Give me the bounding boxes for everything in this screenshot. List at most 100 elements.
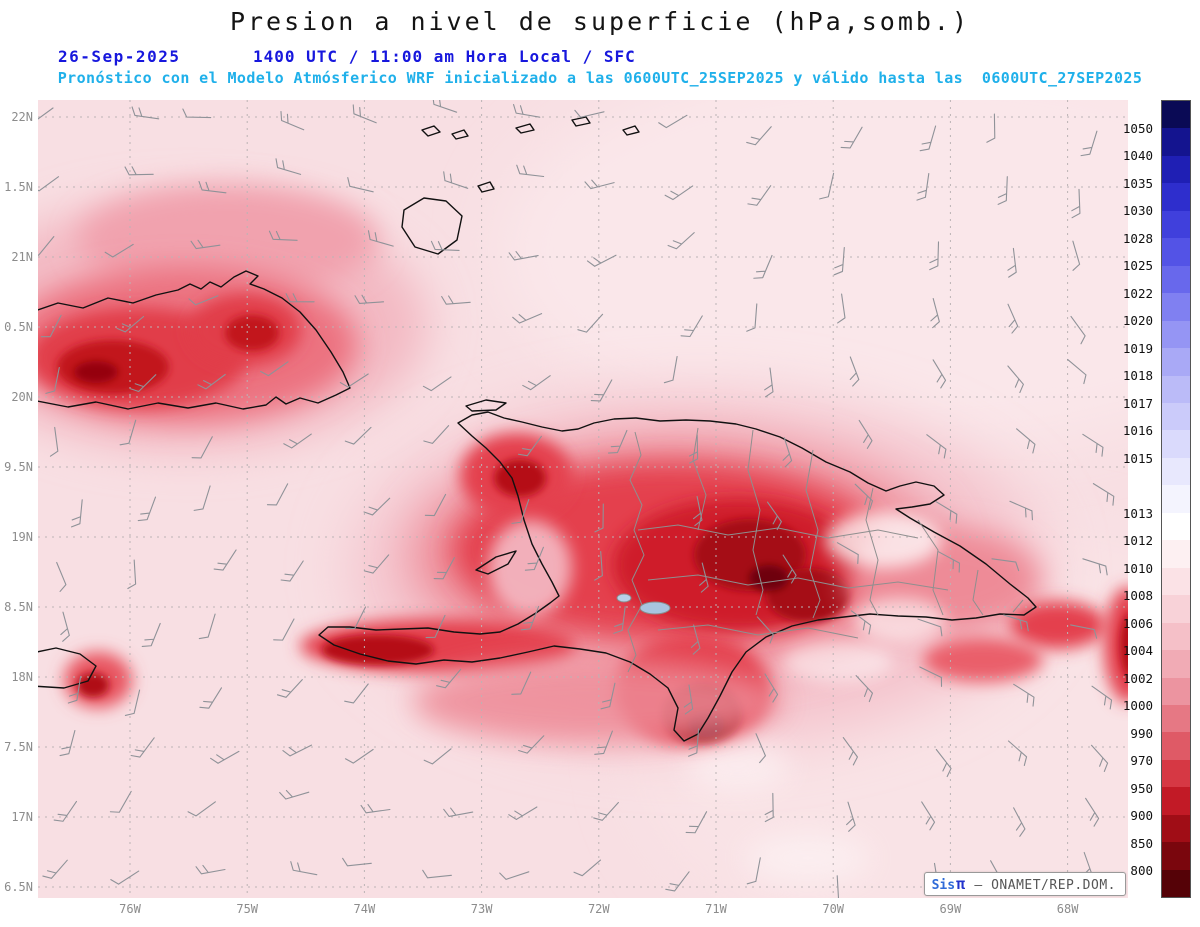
- lake-enriquillo: [616, 593, 671, 615]
- lat-tick-label: 7.5N: [4, 740, 33, 754]
- pressure-shading: [38, 100, 1128, 898]
- colorbar-label: 1028: [1122, 230, 1153, 246]
- colorbar-cell: [1162, 265, 1190, 294]
- lon-tick-label: 68W: [1056, 902, 1079, 916]
- colorbar-cell: [1162, 375, 1190, 403]
- lon-tick-label: 74W: [353, 902, 376, 916]
- lat-tick-label: 0.5N: [4, 320, 33, 334]
- colorbar-cell: [1162, 869, 1190, 898]
- colorbar-cell: [1162, 101, 1190, 129]
- colorbar-cell: [1162, 567, 1190, 596]
- valid-time: 1400 UTC / 11:00 am Hora Local / SFC: [253, 47, 636, 66]
- colorbar-cell: [1162, 155, 1190, 184]
- longitude-axis: 76W 75W 74W 73W 72W 71W 70W 69W 68W: [38, 902, 1128, 920]
- lon-tick-label: 73W: [470, 902, 493, 916]
- colorbar-cell: [1162, 293, 1190, 321]
- model-run-note: Pronóstico con el Modelo Atmósferico WRF…: [57, 69, 1143, 87]
- colorbar-label: 1030: [1122, 203, 1153, 219]
- colorbar-cell: [1162, 183, 1190, 211]
- colorbar-cell: [1162, 595, 1190, 623]
- gonave-island: [475, 550, 517, 575]
- colorbar-cell: [1162, 650, 1190, 678]
- colorbar-label: 900: [1130, 808, 1153, 824]
- colorbar-label: 970: [1130, 753, 1153, 769]
- wind-barbs: [38, 100, 1115, 898]
- lon-tick-label: 70W: [822, 902, 845, 916]
- colorbar-label: 1010: [1122, 560, 1153, 576]
- colorbar-label: 1025: [1122, 258, 1153, 274]
- colorbar-cell: [1162, 759, 1190, 788]
- colorbar-cell: [1162, 622, 1190, 651]
- watermark-org: – ONAMET/REP.DOM.: [966, 878, 1116, 893]
- jamaica-coastline: [38, 647, 97, 689]
- lat-tick-label: 20N: [11, 390, 33, 404]
- colorbar-label: 1019: [1122, 340, 1153, 356]
- colorbar-label: 1050: [1122, 120, 1153, 136]
- watermark-sis: Sis: [931, 878, 956, 893]
- colorbar-cell: [1162, 704, 1190, 733]
- lat-tick-label: 6.5N: [4, 880, 33, 894]
- colorbar-label: 1040: [1122, 148, 1153, 164]
- colorbar-label: 950: [1130, 780, 1153, 796]
- colorbar-label: 1018: [1122, 368, 1153, 384]
- lat-tick-label: 1.5N: [4, 180, 33, 194]
- colorbar-cell: [1162, 485, 1190, 513]
- latitude-axis: 22N 1.5N 21N 0.5N 20N 9.5N 19N 8.5N 18N 7.5N 17N 6.…: [0, 100, 34, 898]
- lat-tick-label: 17N: [11, 810, 33, 824]
- colorbar-labels: 1050 1040 1035 1030 1028 1025 1022 1020 1019 1018…: [1098, 100, 1156, 898]
- lon-tick-label: 71W: [705, 902, 727, 916]
- onamet-watermark: Sis π – ONAMET/REP.DOM.: [923, 872, 1126, 896]
- colorbar-label: 1006: [1122, 615, 1153, 631]
- colorbar-cell: [1162, 238, 1190, 266]
- lat-tick-label: 21N: [11, 250, 33, 264]
- colorbar-label: 1016: [1122, 423, 1153, 439]
- colorbar-cell: [1162, 677, 1190, 705]
- lon-tick-label: 72W: [587, 902, 610, 916]
- cuba-coastline: [38, 270, 351, 410]
- colorbar-label: 990: [1130, 725, 1153, 741]
- colorbar-cell: [1162, 787, 1190, 815]
- forecast-date: 26-Sep-2025: [58, 47, 181, 66]
- lat-lon-gridlines: [38, 100, 1128, 898]
- lat-tick-label: 19N: [11, 530, 33, 544]
- colorbar-cell: [1162, 732, 1190, 760]
- colorbar-label: 850: [1130, 835, 1153, 851]
- colorbar-label: 1000: [1122, 698, 1153, 714]
- colorbar-label: 1004: [1122, 643, 1153, 659]
- pressure-colorbar: [1161, 100, 1191, 898]
- colorbar-cell: [1162, 402, 1190, 431]
- colorbar-label: 1015: [1122, 450, 1153, 466]
- page-title: Presion a nivel de superficie (hPa,somb.…: [229, 7, 971, 36]
- colorbar-cell: [1162, 540, 1190, 568]
- pi-icon: π: [956, 875, 966, 893]
- lon-tick-label: 69W: [939, 902, 962, 916]
- colorbar-cell: [1162, 320, 1190, 349]
- colorbar-cell: [1162, 814, 1190, 843]
- lon-tick-label: 76W: [119, 902, 141, 916]
- colorbar-cell: [1162, 128, 1190, 156]
- colorbar-label: 1017: [1122, 395, 1153, 411]
- colorbar-label: 1012: [1122, 533, 1153, 549]
- colorbar-cell: [1162, 210, 1190, 239]
- lat-tick-label: 9.5N: [4, 460, 33, 474]
- hispaniola-coastline: [318, 411, 1037, 742]
- colorbar-cell: [1162, 348, 1190, 376]
- colorbar-label: 1002: [1122, 670, 1153, 686]
- colorbar-label: 800: [1130, 863, 1153, 879]
- lat-tick-label: 18N: [11, 670, 33, 684]
- colorbar-cell: [1162, 430, 1190, 458]
- colorbar-label: 1013: [1122, 505, 1153, 521]
- lon-tick-label: 75W: [236, 902, 259, 916]
- colorbar-label: 1022: [1122, 285, 1153, 301]
- colorbar-label: 1020: [1122, 313, 1153, 329]
- lat-tick-label: 8.5N: [4, 600, 33, 614]
- inagua-island: [401, 197, 463, 255]
- colorbar-label: 1008: [1122, 588, 1153, 604]
- colorbar-cell: [1162, 842, 1190, 870]
- colorbar-cell: [1162, 512, 1190, 541]
- colorbar-label: 1035: [1122, 175, 1153, 191]
- tortuga-island: [465, 399, 507, 412]
- map-area: Sis π – ONAMET/REP.DOM.: [38, 100, 1128, 898]
- lat-tick-label: 22N: [11, 110, 33, 124]
